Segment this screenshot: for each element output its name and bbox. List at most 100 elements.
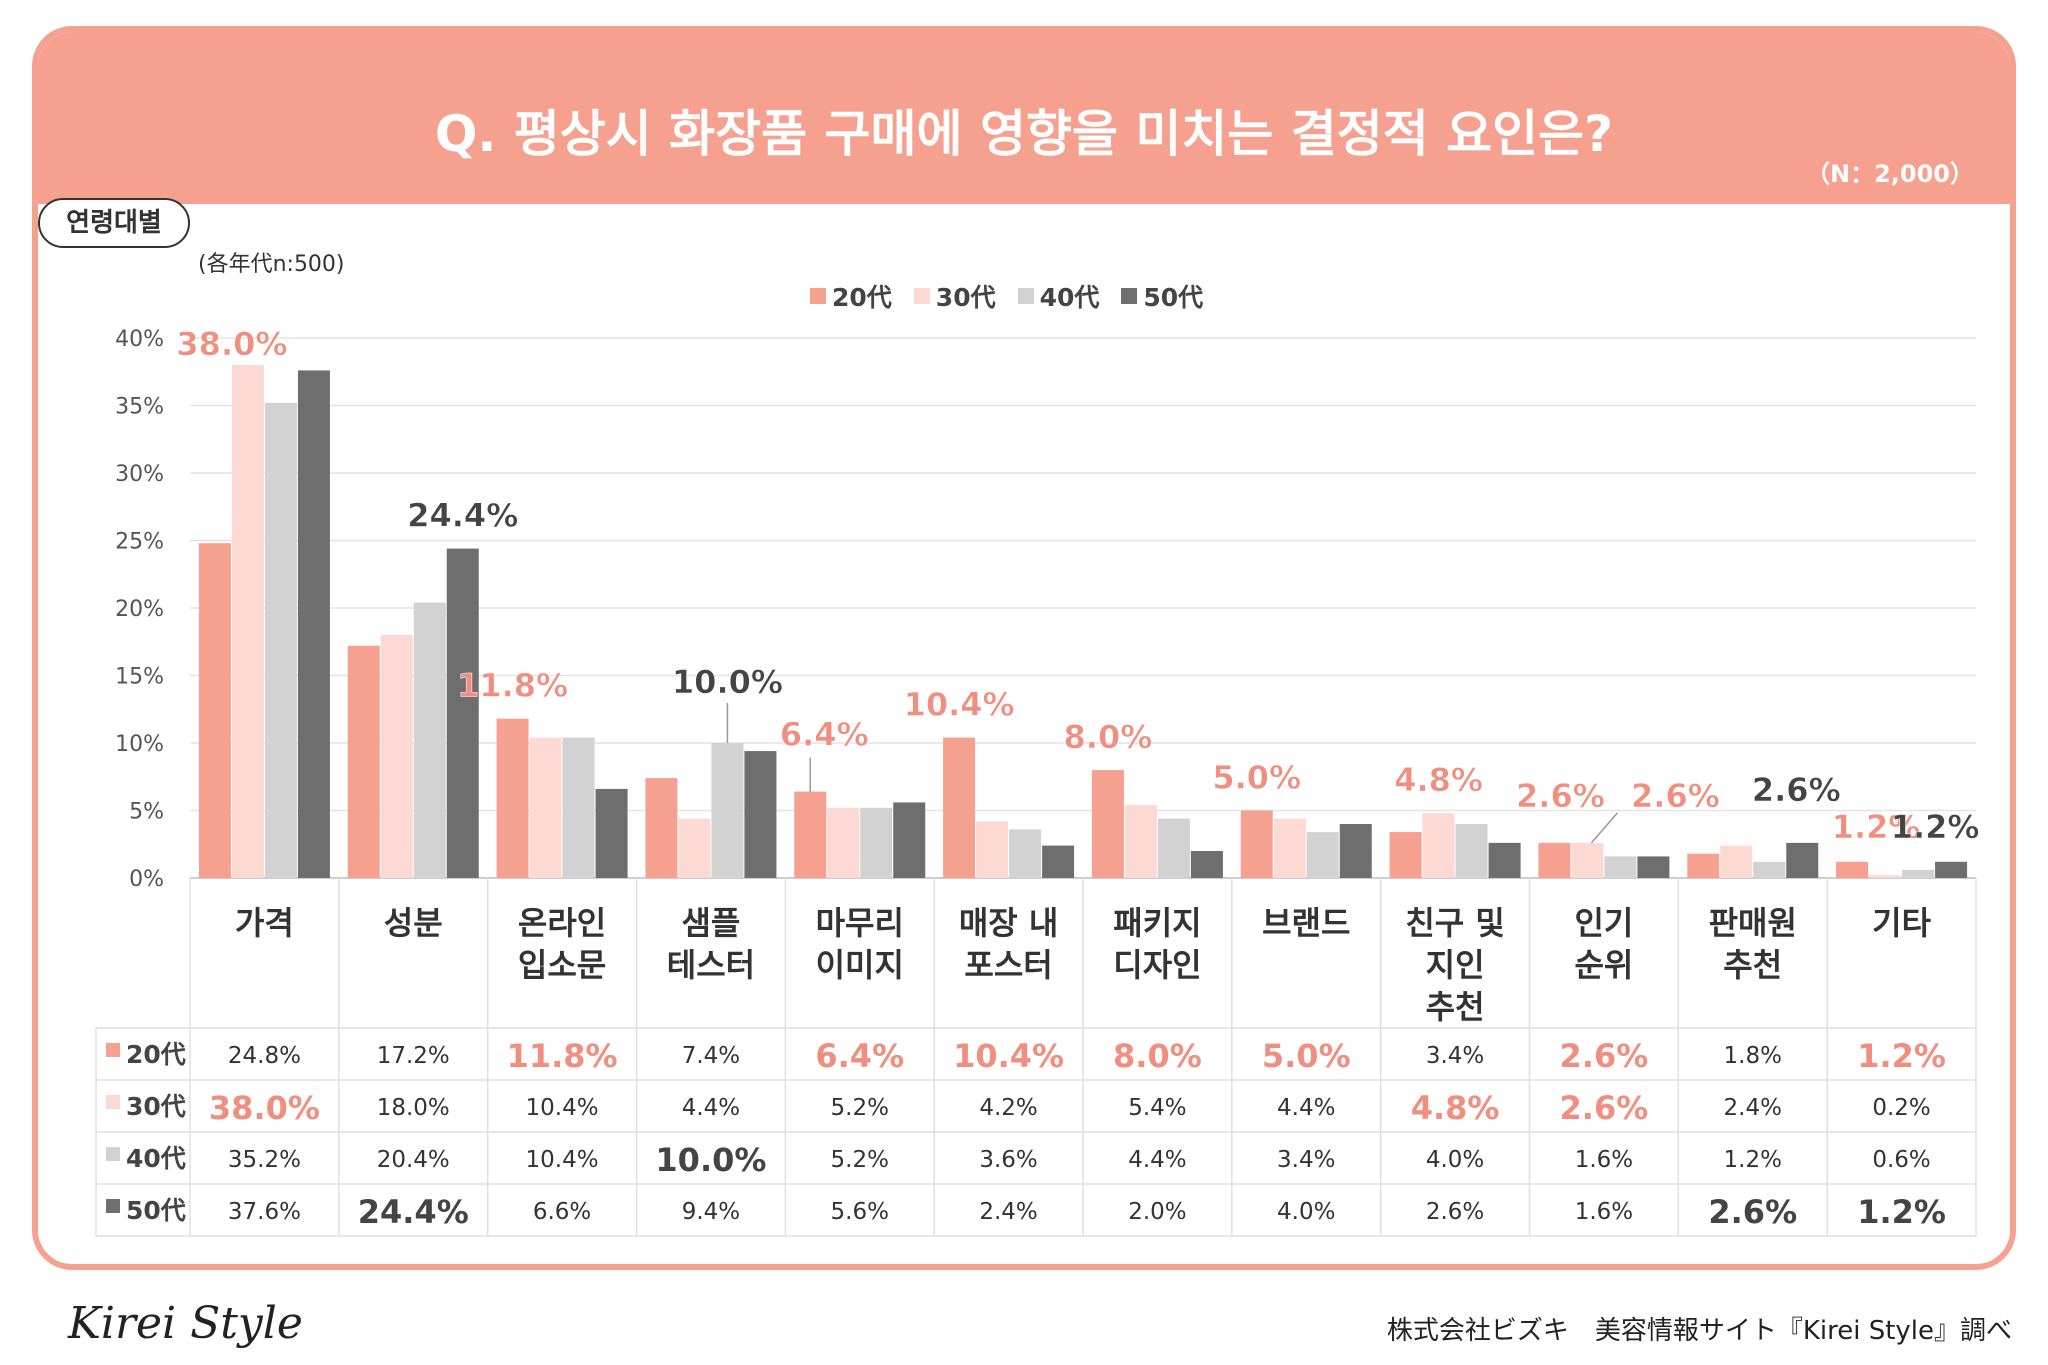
bar-40s (264, 402, 297, 878)
table-cell: 2.6% (1560, 1089, 1649, 1127)
y-tick-label: 5% (129, 800, 164, 825)
table-cell: 10.0% (655, 1141, 766, 1179)
category-label: 가격 (235, 904, 294, 942)
table-cell: 6.4% (815, 1037, 904, 1075)
label-leader-line (1590, 812, 1618, 844)
bar-30s (1124, 805, 1157, 878)
data-label: 38.0% (176, 325, 287, 363)
category-label: 기타 (1872, 904, 1931, 942)
table-row-swatch (106, 1043, 120, 1057)
age-group-note: (各年代n:500) (198, 252, 345, 277)
data-label: 11.8% (457, 667, 568, 705)
table-cell: 35.2% (228, 1147, 301, 1173)
table-cell: 2.0% (1128, 1199, 1186, 1225)
bar-50s (893, 802, 926, 878)
y-tick-label: 0% (129, 867, 164, 892)
legend-label: 30代 (935, 283, 996, 312)
table-cell: 17.2% (377, 1043, 450, 1069)
bar-30s (1422, 813, 1455, 878)
data-label: 1.2% (1891, 808, 1980, 846)
table-cell: 37.6% (228, 1199, 301, 1225)
table-cell: 4.0% (1277, 1199, 1335, 1225)
table-cell: 8.0% (1113, 1037, 1202, 1075)
y-tick-label: 25% (115, 530, 164, 555)
table-cell: 1.2% (1857, 1037, 1946, 1075)
bar-40s (1306, 832, 1339, 878)
data-label: 10.4% (904, 686, 1015, 724)
table-row-swatch (106, 1095, 120, 1109)
bar-30s (1869, 875, 1902, 878)
bar-30s (1273, 818, 1306, 878)
table-cell: 1.2% (1857, 1193, 1946, 1231)
category-label: 마무리 (816, 904, 904, 942)
category-label: 테스터 (667, 946, 755, 984)
sample-size-note: （N：2,000） (1806, 160, 1974, 188)
bar-20s (496, 718, 529, 878)
bar-20s (347, 645, 380, 878)
table-cell: 5.4% (1128, 1095, 1186, 1121)
table-row-label: 30代 (126, 1092, 186, 1121)
table-cell: 18.0% (377, 1095, 450, 1121)
table-cell: 9.4% (682, 1199, 740, 1225)
table-cell: 10.4% (953, 1037, 1064, 1075)
bar-30s (231, 365, 264, 878)
source-credit: 株式会社ビズキ 美容情報サイト『Kirei Style』調べ (1386, 1316, 2012, 1346)
bar-40s (1604, 856, 1637, 878)
data-label: 24.4% (407, 497, 518, 535)
legend-label: 50代 (1143, 283, 1204, 312)
data-label: 2.6% (1752, 771, 1841, 809)
bar-50s (744, 751, 777, 878)
header-banner: Q. 평상시 화장품 구매에 영향을 미치는 결정적 요인은? （N：2,000… (38, 32, 2010, 204)
page-title: Q. 평상시 화장품 구매에 영향을 미치는 결정적 요인은? (434, 105, 1614, 163)
bar-50s (1042, 845, 1075, 878)
category-label: 친구 및 (1405, 904, 1504, 942)
table-cell: 2.6% (1708, 1193, 1797, 1231)
bar-50s (1190, 851, 1223, 878)
category-label: 추천 (1723, 946, 1782, 984)
category-label: 판매원 (1709, 904, 1797, 942)
bar-50s (1339, 824, 1372, 878)
table-cell: 4.8% (1411, 1089, 1500, 1127)
table-cell: 4.0% (1426, 1147, 1484, 1173)
table-cell: 3.6% (979, 1147, 1037, 1173)
bar-20s (198, 543, 231, 878)
data-label: 2.6% (1631, 777, 1720, 815)
y-tick-label: 35% (115, 395, 164, 420)
legend-swatch (913, 288, 930, 304)
table-cell: 5.6% (831, 1199, 889, 1225)
category-label: 인기 (1574, 904, 1633, 942)
legend-item-20s: 20代 (810, 278, 892, 314)
bar-50s (446, 548, 479, 878)
category-label: 샘플 (681, 904, 740, 942)
data-label: 5.0% (1212, 759, 1301, 797)
bar-30s (529, 737, 562, 878)
table-cell: 2.4% (1724, 1095, 1782, 1121)
legend-item-30s: 30代 (913, 278, 996, 314)
category-label: 이미지 (816, 946, 904, 984)
category-label: 온라인 (518, 904, 606, 942)
bar-40s (711, 743, 744, 878)
y-tick-label: 30% (115, 462, 164, 487)
table-cell: 20.4% (377, 1147, 450, 1173)
category-label: 지인 (1426, 946, 1485, 984)
table-cell: 24.8% (228, 1043, 301, 1069)
bar-30s (1720, 845, 1753, 878)
bar-50s (1935, 861, 1968, 878)
legend-swatch (810, 288, 826, 304)
table-cell: 1.8% (1724, 1043, 1782, 1069)
category-label: 매장 내 (959, 904, 1058, 942)
y-tick-label: 20% (115, 597, 164, 622)
table-row-swatch (106, 1147, 120, 1161)
bar-30s (380, 635, 413, 878)
bar-40s (1009, 829, 1042, 878)
table-cell: 11.8% (507, 1037, 618, 1075)
data-label: 10.0% (672, 663, 783, 701)
table-cell: 1.6% (1575, 1199, 1633, 1225)
data-label: 1.2% (1832, 808, 1921, 846)
data-label: 4.8% (1394, 761, 1483, 799)
y-tick-label: 40% (115, 327, 164, 352)
bar-50s (1637, 856, 1670, 878)
bar-40s (562, 737, 595, 878)
bar-30s (1571, 842, 1604, 878)
table-cell: 4.4% (1128, 1147, 1186, 1173)
